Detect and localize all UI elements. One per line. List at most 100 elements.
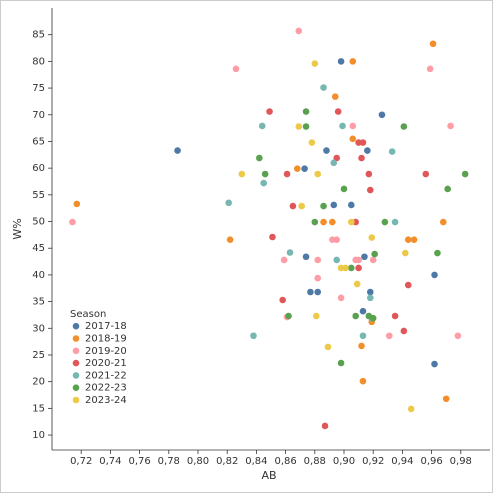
point <box>434 249 441 257</box>
point <box>312 312 320 320</box>
legend-label: 2023-24 <box>85 395 127 406</box>
x-tick-label: 0,92 <box>362 456 384 467</box>
x-tick-label: 0,90 <box>333 456 355 467</box>
point <box>330 159 338 167</box>
y-tick-label: 25 <box>32 350 45 361</box>
point <box>454 332 462 340</box>
legend-marker <box>72 372 80 379</box>
point <box>320 202 327 210</box>
point <box>279 296 286 304</box>
point <box>349 135 357 143</box>
point <box>302 123 310 130</box>
point <box>238 170 246 178</box>
point <box>266 108 273 115</box>
x-tick-label: 0,96 <box>420 456 442 467</box>
point <box>298 202 305 210</box>
point <box>333 236 341 243</box>
point <box>260 179 268 187</box>
legend-marker <box>72 335 80 342</box>
x-tick-label: 0,84 <box>245 456 267 467</box>
point <box>314 256 322 264</box>
point <box>333 256 341 264</box>
legend-label: 2019-20 <box>85 346 127 357</box>
point <box>422 170 430 178</box>
point <box>314 288 322 296</box>
point <box>368 234 376 241</box>
point <box>329 218 336 226</box>
x-tick-label: 0,72 <box>70 456 92 467</box>
point <box>225 199 232 207</box>
legend-label: 2022-23 <box>85 383 127 394</box>
point <box>286 249 294 256</box>
point <box>314 170 322 178</box>
point <box>400 327 408 335</box>
point <box>358 342 365 350</box>
point <box>320 218 327 226</box>
point <box>444 185 451 193</box>
point <box>365 170 373 178</box>
point <box>324 343 332 351</box>
point <box>295 27 303 35</box>
point <box>369 256 377 264</box>
point <box>280 256 288 264</box>
y-tick-label: 65 <box>32 136 45 147</box>
point <box>331 93 339 100</box>
legend-marker <box>72 347 80 355</box>
legend-marker <box>72 322 80 330</box>
y-tick-label: 40 <box>32 270 45 281</box>
point <box>369 314 377 322</box>
point <box>348 264 355 272</box>
point <box>349 122 357 130</box>
point <box>330 201 338 209</box>
point <box>302 253 310 261</box>
point <box>385 332 393 340</box>
x-tick-label: 0,88 <box>304 456 326 467</box>
point <box>359 377 367 385</box>
point <box>366 186 374 194</box>
x-tick-label: 0,86 <box>274 456 296 467</box>
point <box>381 218 389 226</box>
point <box>302 108 310 115</box>
point <box>378 111 386 119</box>
point <box>366 294 374 302</box>
x-tick-label: 0,76 <box>128 456 150 467</box>
point <box>69 218 76 226</box>
point <box>311 218 319 226</box>
x-tick-label: 0,78 <box>158 456 180 467</box>
point <box>366 288 374 296</box>
point <box>371 250 378 258</box>
x-tick-label: 0,82 <box>216 456 238 467</box>
point <box>461 170 469 178</box>
x-axis-label: AB <box>261 469 276 482</box>
y-tick-label: 35 <box>32 297 45 308</box>
point <box>320 84 327 91</box>
point <box>364 147 371 154</box>
legend-label: 2020-21 <box>85 358 127 369</box>
y-tick-label: 75 <box>32 83 45 94</box>
x-tick-label: 0,74 <box>99 456 121 467</box>
point <box>431 360 438 368</box>
point <box>334 108 342 115</box>
point <box>269 233 276 241</box>
point <box>439 218 447 226</box>
point <box>323 147 330 154</box>
point <box>311 60 319 67</box>
point <box>402 249 409 257</box>
point <box>391 312 399 320</box>
y-tick-label: 80 <box>32 56 45 67</box>
point <box>321 422 329 430</box>
y-axis-label: W% <box>11 218 24 239</box>
point <box>232 65 240 73</box>
point <box>358 154 365 162</box>
legend-marker <box>72 396 80 404</box>
point <box>314 274 322 282</box>
point <box>258 122 266 130</box>
point <box>400 123 408 130</box>
legend-marker <box>72 359 80 367</box>
x-tick-label: 0,80 <box>187 456 209 467</box>
x-tick-label: 0,94 <box>391 456 413 467</box>
point <box>431 271 438 279</box>
point <box>355 256 362 264</box>
